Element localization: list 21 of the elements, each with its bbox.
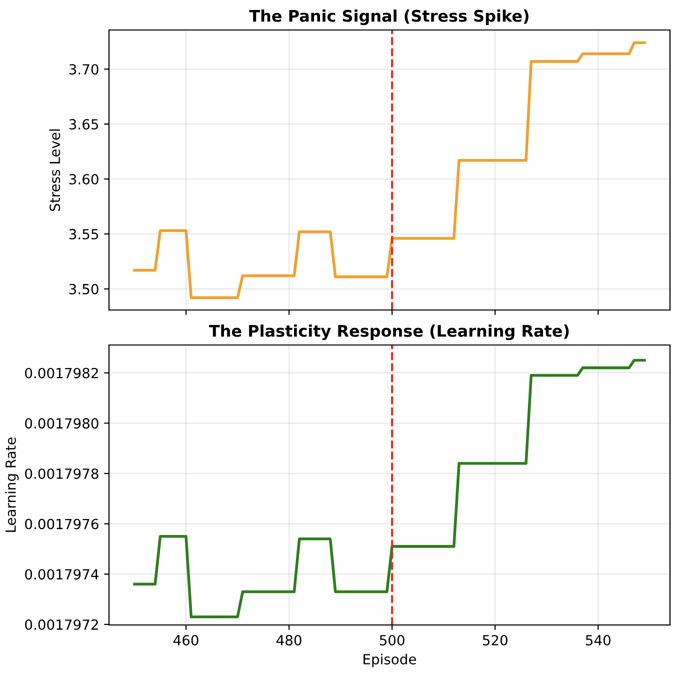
y-tick-label: 3.50 <box>69 284 98 294</box>
x-tick-label: 480 <box>276 634 302 646</box>
y-tick-label: 3.60 <box>69 174 98 184</box>
y-axis-title: Learning Rate <box>5 437 19 532</box>
x-tick-label: 460 <box>173 634 198 646</box>
y-tick-label: 0.0017976 <box>25 518 98 530</box>
y-tick-label: 0.0017982 <box>25 368 98 378</box>
y-tick-label: 3.65 <box>69 119 98 130</box>
chart-title: The Panic Signal (Stress Spike) <box>249 10 528 26</box>
y-tick-label: 0.0017978 <box>25 468 98 479</box>
x-tick-label: 500 <box>380 634 404 646</box>
x-tick-label: 540 <box>586 634 610 646</box>
chart-title: The Plasticity Response (Learning Rate) <box>209 324 569 340</box>
y-tick-label: 3.70 <box>69 64 98 75</box>
y-tick-label: 0.0017980 <box>25 418 98 429</box>
x-tick-label: 520 <box>482 634 508 646</box>
x-axis-title: Episode <box>364 654 416 668</box>
y-tick-label: 0.0017972 <box>25 619 98 630</box>
y-axis-title: Stress Level <box>49 129 60 211</box>
y-tick-label: 0.0017974 <box>25 569 98 580</box>
y-tick-label: 3.55 <box>69 228 98 240</box>
